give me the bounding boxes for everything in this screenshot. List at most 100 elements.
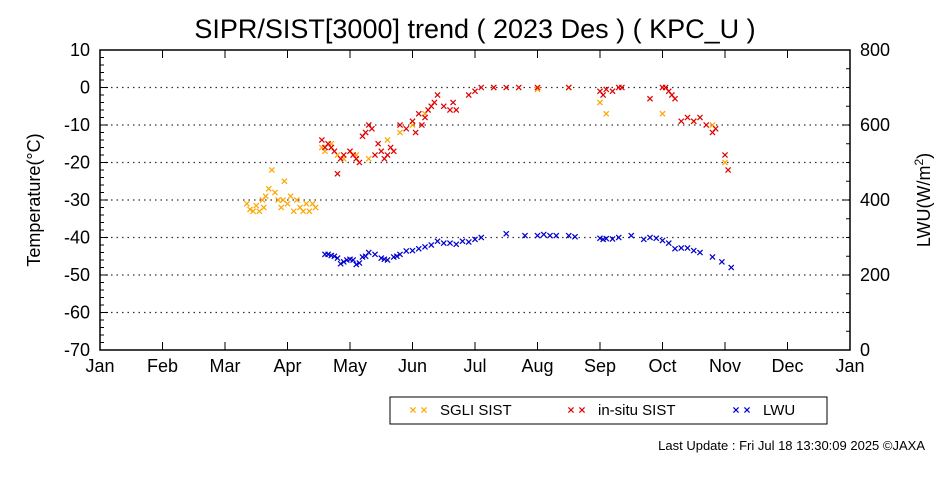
data-point-lwu <box>465 238 472 246</box>
data-point-sgli-sist <box>721 159 729 166</box>
data-point-in-situ-sist <box>415 110 422 117</box>
data-point-lwu <box>440 240 447 247</box>
y-tick-label: -50 <box>64 265 90 285</box>
data-point-in-situ-sist <box>721 151 729 159</box>
data-point-in-situ-sist <box>450 99 457 106</box>
data-point-in-situ-sist <box>671 95 679 102</box>
data-point-in-situ-sist <box>565 84 572 91</box>
y2-axis-label-main: LWU(W/m <box>914 166 934 248</box>
legend-item-lwu: LWU <box>732 402 795 419</box>
data-point-lwu <box>546 232 554 239</box>
data-point-in-situ-sist <box>646 95 654 102</box>
legend-label: LWU <box>763 402 795 419</box>
data-point-in-situ-sist <box>318 136 325 144</box>
data-point-lwu <box>384 256 391 264</box>
data-point-lwu <box>565 232 572 239</box>
data-point-lwu <box>615 234 622 241</box>
data-point-lwu <box>396 251 404 258</box>
data-point-lwu <box>403 247 410 255</box>
data-point-in-situ-sist <box>696 114 704 121</box>
data-point-in-situ-sist <box>409 118 416 125</box>
data-point-in-situ-sist <box>618 84 625 91</box>
y2-tick-label: 800 <box>860 40 890 60</box>
y2-axis-label-end: ) <box>914 153 934 159</box>
legend-marker <box>409 406 417 414</box>
data-point-lwu <box>684 244 691 252</box>
data-point-lwu <box>371 251 379 258</box>
data-point-sgli-sist <box>262 193 269 200</box>
data-point-lwu <box>334 255 341 262</box>
data-point-in-situ-sist <box>600 91 607 99</box>
data-point-in-situ-sist <box>678 118 685 125</box>
data-point-lwu <box>571 233 579 240</box>
data-point-in-situ-sist <box>453 106 460 114</box>
data-point-lwu <box>421 243 429 250</box>
data-point-lwu <box>728 264 735 271</box>
x-tick-label: Aug <box>521 356 553 376</box>
data-point-in-situ-sist <box>412 129 419 136</box>
x-tick-label: Mar <box>210 356 241 376</box>
data-point-in-situ-sist <box>471 88 479 95</box>
data-point-sgli-sist <box>365 155 372 162</box>
data-point-sgli-sist <box>303 200 310 207</box>
data-point-lwu <box>603 235 610 242</box>
y2-tick-label: 600 <box>860 115 890 135</box>
y-tick-label: -20 <box>64 153 90 173</box>
data-points <box>243 84 735 271</box>
data-point-in-situ-sist <box>503 84 510 91</box>
legend-marker <box>420 406 428 414</box>
data-point-lwu <box>628 232 635 239</box>
last-update-text: Last Update : Fri Jul 18 13:30:09 2025 ©… <box>658 438 925 453</box>
data-point-lwu <box>340 258 347 265</box>
data-point-lwu <box>478 234 485 241</box>
x-tick-label: Nov <box>709 356 741 376</box>
legend-item-sgli-sist: SGLI SIST <box>409 402 512 419</box>
data-point-lwu <box>553 232 560 239</box>
data-point-sgli-sist <box>384 136 391 144</box>
data-point-in-situ-sist <box>371 151 379 159</box>
data-point-in-situ-sist <box>362 129 369 136</box>
data-point-in-situ-sist <box>403 125 410 132</box>
y-tick-label: -60 <box>64 303 90 323</box>
data-point-in-situ-sist <box>378 148 385 155</box>
y2-tick-label: 400 <box>860 190 890 210</box>
data-point-lwu <box>521 232 529 239</box>
data-point-sgli-sist <box>243 200 250 207</box>
x-tick-label: Oct <box>648 356 676 376</box>
y-tick-label: -30 <box>64 190 90 210</box>
data-point-sgli-sist <box>260 204 267 211</box>
data-point-lwu <box>718 258 725 265</box>
data-point-lwu <box>393 253 400 260</box>
data-point-in-situ-sist <box>690 118 697 125</box>
data-point-lwu <box>609 235 616 243</box>
data-point-in-situ-sist <box>725 166 732 174</box>
y-tick-label: -10 <box>64 115 90 135</box>
data-point-sgli-sist <box>300 208 307 215</box>
data-point-lwu <box>459 238 466 245</box>
y-tick-label: 0 <box>80 78 90 98</box>
data-point-in-situ-sist <box>490 84 497 91</box>
data-point-sgli-sist <box>306 208 313 215</box>
data-point-lwu <box>453 241 460 248</box>
data-point-in-situ-sist <box>421 114 429 121</box>
data-point-in-situ-sist <box>334 170 341 177</box>
data-point-lwu <box>671 245 679 252</box>
x-tick-label: May <box>333 356 367 376</box>
data-point-in-situ-sist <box>603 86 610 93</box>
y-axis-label: Temperature(°C) <box>24 133 44 266</box>
tick-labels: 100-10-20-30-40-50-60-708006004002000Jan… <box>64 40 890 376</box>
x-tick-label: Dec <box>771 356 803 376</box>
data-point-in-situ-sist <box>396 121 404 129</box>
data-point-in-situ-sist <box>515 84 522 91</box>
legend-marker <box>732 406 740 414</box>
data-point-sgli-sist <box>271 189 279 196</box>
legend-box <box>389 396 828 425</box>
x-tick-label: Sep <box>584 356 616 376</box>
y2-axis-label: LWU(W/m2) <box>912 153 934 247</box>
data-point-lwu <box>646 234 654 241</box>
legend: SGLI SIST in-situ SIST LWU <box>389 396 828 425</box>
data-point-sgli-sist <box>268 166 275 174</box>
data-point-in-situ-sist <box>478 84 485 91</box>
x-tick-label: Jun <box>398 356 427 376</box>
